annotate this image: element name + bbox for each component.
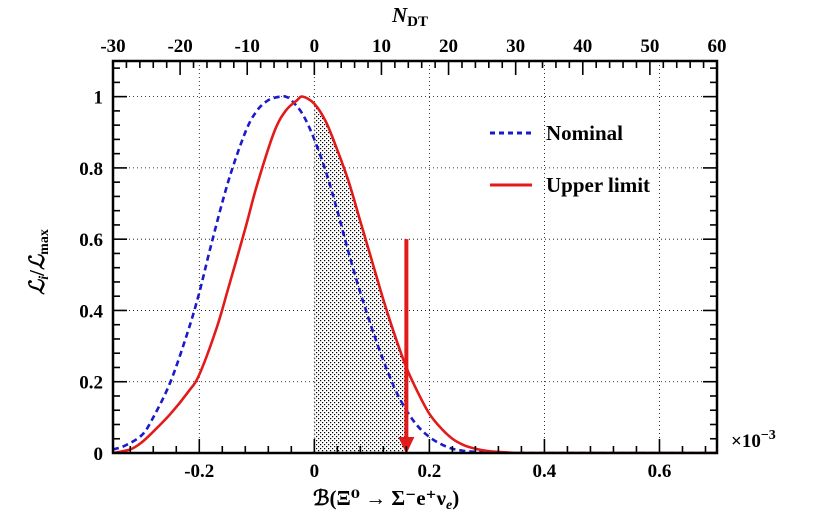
y-tick-label-1: 0.2 [79,373,103,394]
y-tick-label-0: 0 [94,444,104,465]
bottom-tick-label-3: 0.4 [533,461,557,482]
grid-lines [113,61,717,453]
top-tick-label-4: 10 [372,36,391,57]
y-tick-label-2: 0.4 [79,301,103,322]
legend-label-upper-limit: Upper limit [546,173,650,197]
series-line-upper-limit [113,95,717,453]
top-tick-label-3: 0 [310,36,320,57]
y-tick-label-5: 1 [94,88,104,109]
upper-limit-integral-region [314,103,407,453]
y-tick-label-3: 0.6 [79,230,103,251]
top-tick-label-2: -10 [235,36,260,57]
top-tick-label-5: 20 [439,36,458,57]
axis-ticks [112,61,718,454]
exponent-label: ×10−3 [731,428,776,452]
bottom-tick-label-1: 0 [310,461,320,482]
y-tick-label-4: 0.8 [79,159,103,180]
series-line-nominal [113,94,717,453]
bottom-axis-title: ℬ(Ξ⁰ → Σ⁻e⁺νe) [313,486,459,513]
top-tick-label-7: 40 [573,36,592,57]
top-axis-title: NDT [391,3,428,30]
legend: Nominal Upper limit [490,121,650,197]
bottom-tick-label-2: 0.2 [418,461,442,482]
top-tick-label-9: 60 [708,36,727,57]
top-tick-label-0: -30 [100,36,125,57]
bottom-tick-label-0: -0.2 [184,461,214,482]
upper-limit-arrow-head [398,437,415,454]
top-tick-label-8: 50 [640,36,659,57]
top-tick-label-1: -20 [167,36,192,57]
plot-frame [111,59,719,455]
bottom-tick-label-4: 0.6 [648,461,672,482]
legend-label-nominal: Nominal [546,121,623,145]
y-axis-title: ℒi/ℒmax [25,229,52,295]
top-tick-label-6: 30 [506,36,525,57]
